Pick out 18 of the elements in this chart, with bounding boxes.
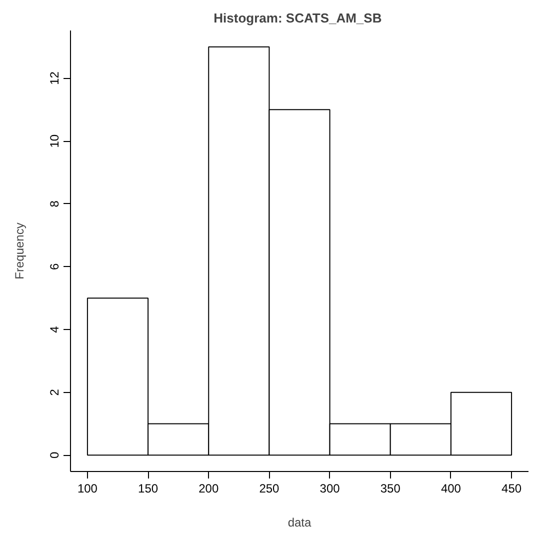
x-tick-label: 100 (77, 482, 98, 496)
x-tick-label: 350 (380, 482, 401, 496)
x-tick-label: 150 (138, 482, 158, 496)
y-tick-label: 6 (48, 263, 62, 270)
x-tick-label: 250 (259, 482, 280, 496)
x-tick-label: 450 (502, 482, 522, 496)
y-tick-label: 0 (48, 452, 62, 459)
chart-title: Histogram: SCATS_AM_SB (214, 10, 382, 26)
y-tick-label: 8 (48, 200, 62, 208)
y-tick-label: 12 (48, 71, 62, 85)
y-tick-label: 10 (48, 134, 62, 148)
x-tick-label: 400 (440, 482, 462, 496)
y-axis-title: Frequency (12, 222, 26, 280)
y-tick-label: 4 (48, 326, 62, 333)
x-tick-label: 300 (320, 482, 340, 496)
y-tick-label: 2 (48, 388, 62, 396)
x-tick-label: 200 (198, 482, 219, 496)
x-axis-title: data (288, 516, 312, 530)
